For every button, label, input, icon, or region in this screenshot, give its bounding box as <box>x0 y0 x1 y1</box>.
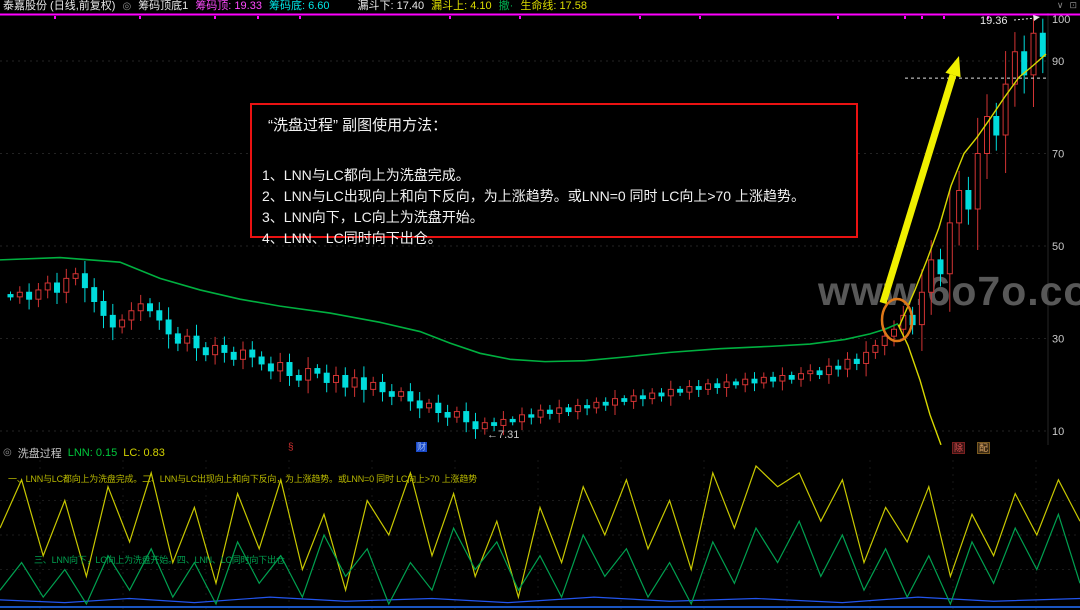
stock-title: 泰嘉股份 (日线,前复权) <box>3 0 116 12</box>
sub-note-green: 三、LNN向下，LC向上为洗盘开始。四、LNN、LC同时向下出仓 <box>34 555 285 565</box>
usage-note-title: “洗盘过程” 副图使用方法： <box>268 117 448 134</box>
event-marker-exright-1[interactable]: 除 <box>952 442 966 454</box>
svg-text:30: 30 <box>1052 334 1064 346</box>
svg-text:10: 10 <box>1052 426 1064 438</box>
event-marker-section[interactable]: § <box>288 442 294 453</box>
svg-text:←7.31: ←7.31 <box>487 429 519 441</box>
collapse-icon[interactable]: ∨ <box>1056 0 1064 10</box>
usage-note-line-1: 1、LNN与LC都向上为洗盘完成。 <box>262 167 470 183</box>
sub-panel-header: ◎ 洗盘过程 LNN: 0.15 LC: 0.83 <box>0 445 1080 460</box>
usage-note-box: “洗盘过程” 副图使用方法： 1、LNN与LC都向上为洗盘完成。 2、LNN与L… <box>250 103 858 246</box>
main-chart-canvas[interactable]: 100 90 70 50 30 10 www.6o7o.com 19.36 ←7.31 <box>0 13 1080 445</box>
svg-text:www.6o7o.com: www.6o7o.com <box>817 268 1080 314</box>
field-chip-top: 筹码顶: 19.33 <box>195 0 262 12</box>
svg-text:100: 100 <box>1052 14 1070 26</box>
sub-panel-menu-icon[interactable]: ◎ <box>3 447 12 458</box>
usage-note-line-3: 3、LNN向下，LC向上为洗盘开始。 <box>262 209 484 225</box>
svg-text:50: 50 <box>1052 241 1064 253</box>
event-marker-exright-2[interactable]: 配 <box>977 442 991 454</box>
usage-note-line-2: 2、LNN与LC出现向上和向下反向，为上涨趋势。或LNN=0 同时 LC向上>7… <box>262 188 805 204</box>
field-funnel-up: 漏斗上: 4.10 <box>431 0 492 12</box>
svg-text:19.36: 19.36 <box>980 15 1008 27</box>
top-bar: 泰嘉股份 (日线,前复权) ◎ 筹码顶底1 筹码顶: 19.33 筹码底: 6.… <box>0 0 1080 13</box>
lnn-value: LNN: 0.15 <box>67 446 118 459</box>
svg-text:70: 70 <box>1052 149 1064 161</box>
corner-icons: ∨ ⊡ <box>1057 0 1077 11</box>
field-green-flag: 撤· <box>498 0 514 12</box>
event-marker-finance[interactable]: 财 <box>416 442 428 452</box>
indicator-menu-icon[interactable]: ◎ <box>122 1 132 12</box>
svg-text:90: 90 <box>1052 56 1064 68</box>
lc-value: LC: 0.83 <box>123 446 165 459</box>
usage-note-line-4: 4、LNN、LC同时向下出仓。 <box>262 230 442 246</box>
field-life-line: 生命线: 17.58 <box>520 0 587 12</box>
field-chip-bottom: 筹码底: 6.60 <box>268 0 330 12</box>
maximize-icon[interactable]: ⊡ <box>1069 0 1077 10</box>
window-bottom-border <box>0 606 1080 608</box>
sub-note-yellow: 一、LNN与LC都向上为洗盘完成。二、LNN与LC出现向上和向下反向，为上涨趋势… <box>8 474 477 484</box>
sub-panel-name[interactable]: 洗盘过程 <box>17 447 62 460</box>
field-funnel-down: 漏斗下: 17.40 <box>357 0 425 12</box>
indicator-name-button[interactable]: 筹码顶底1 <box>138 0 189 12</box>
sub-chart-canvas[interactable] <box>0 460 1080 610</box>
